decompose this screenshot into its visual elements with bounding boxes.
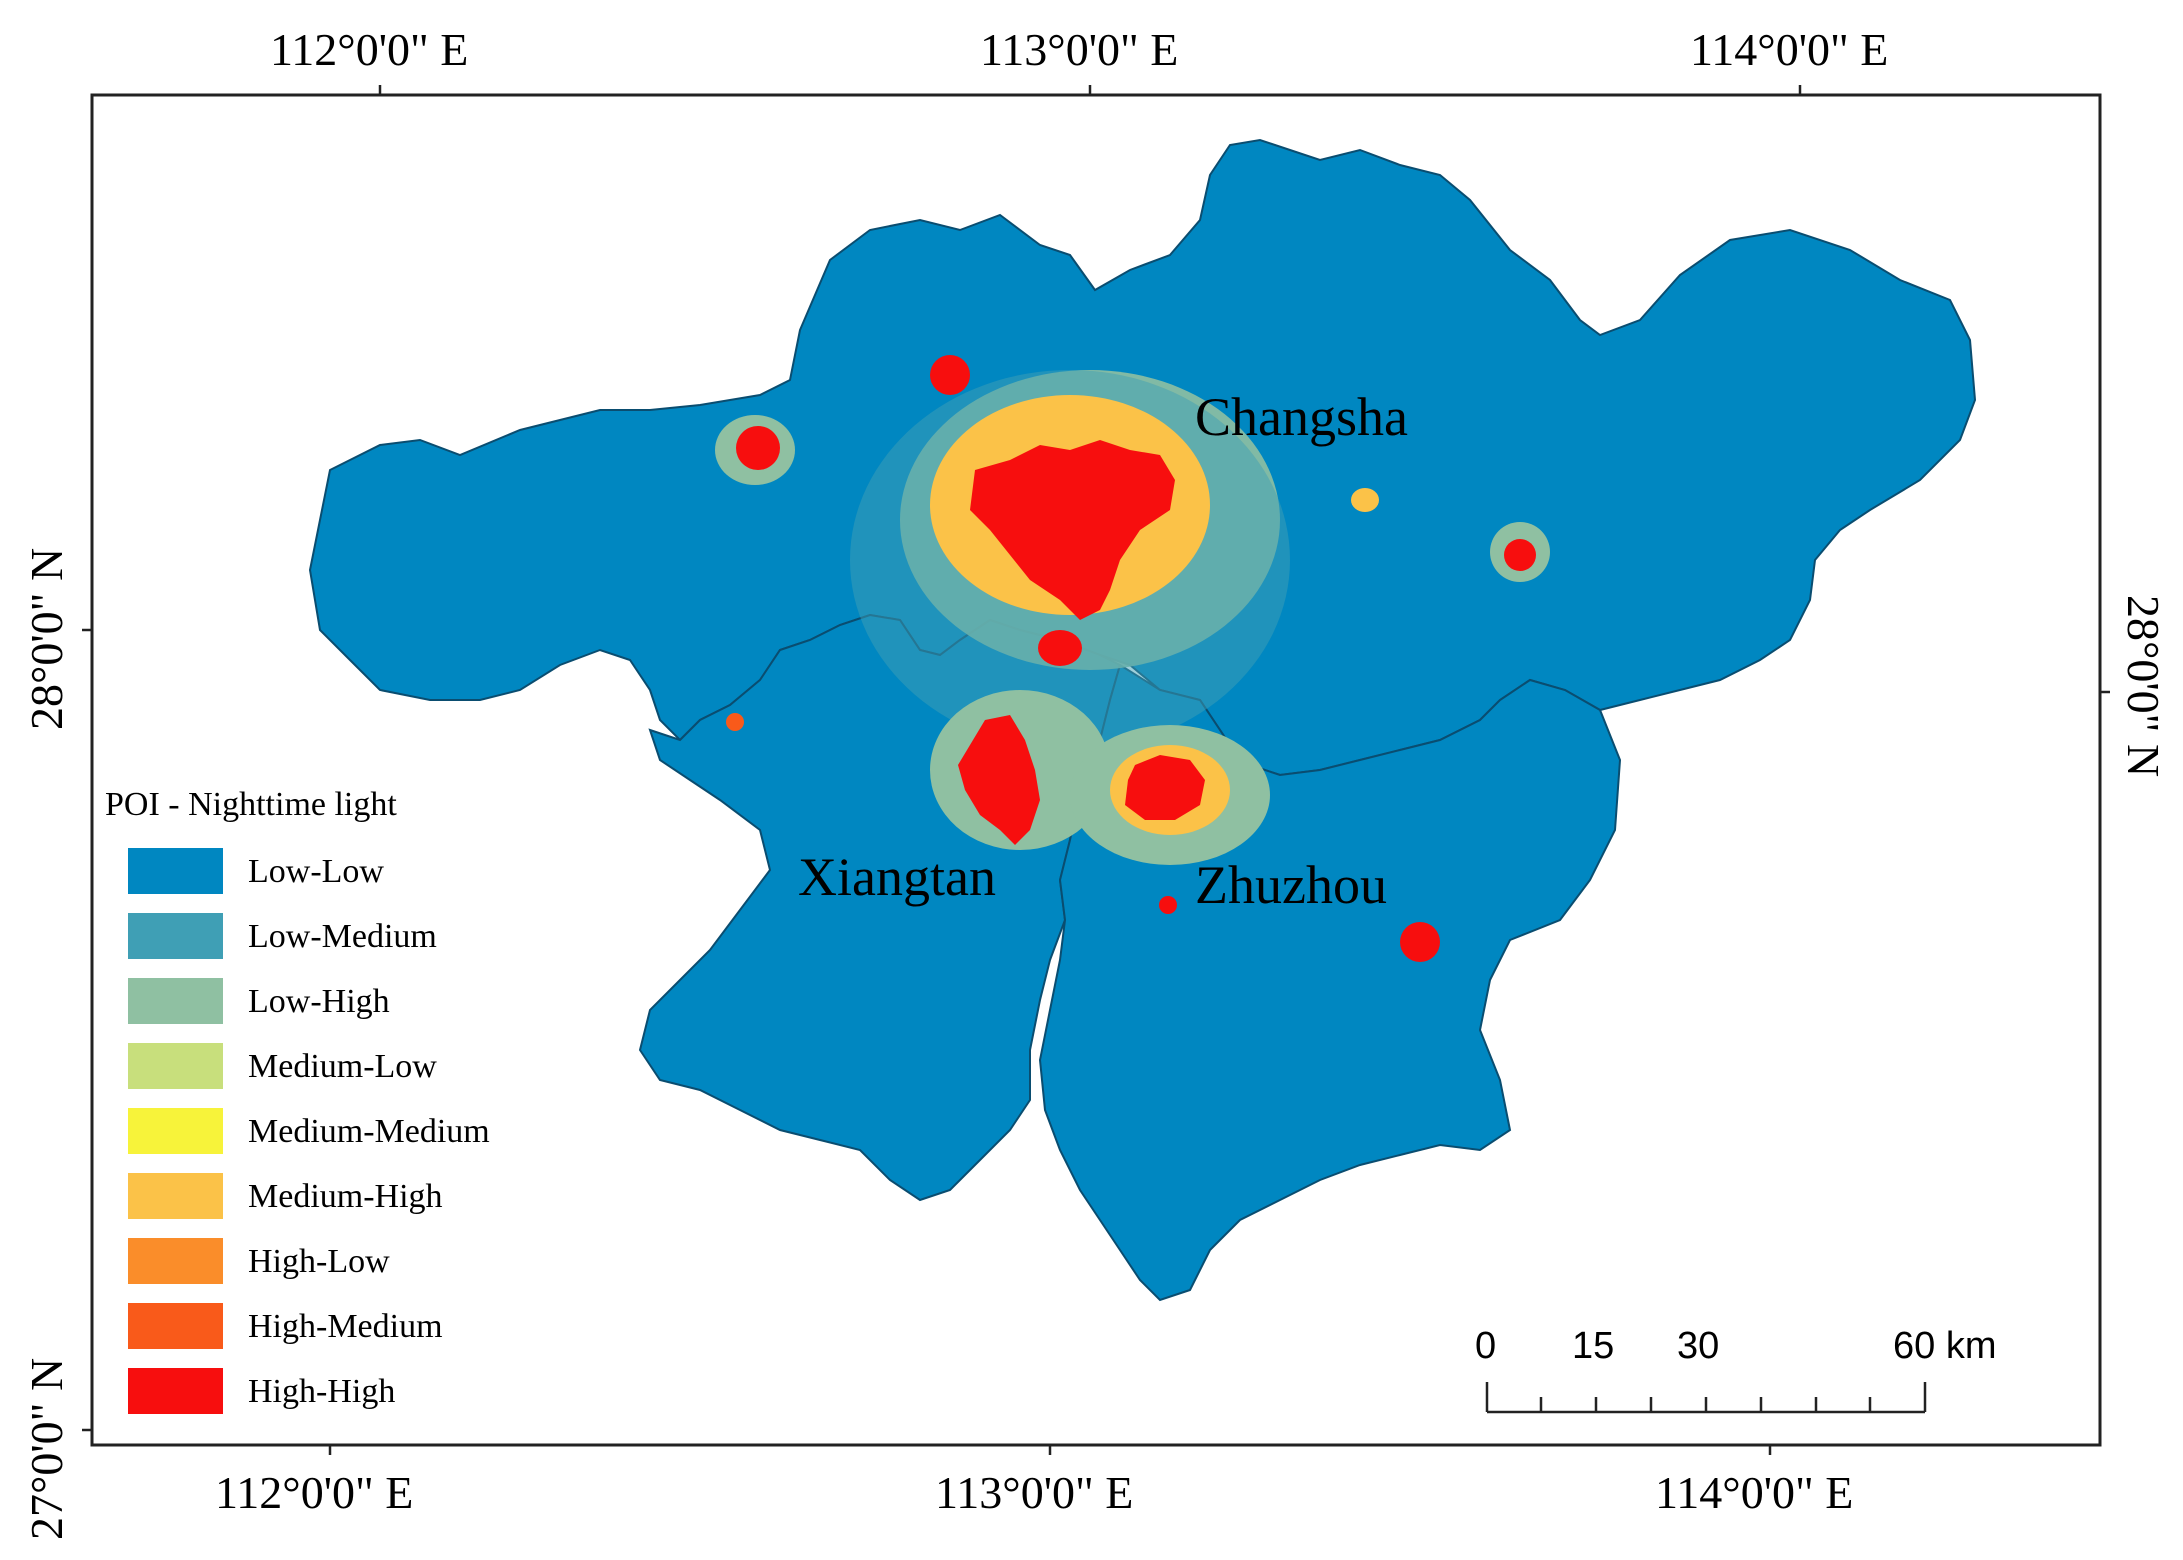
- top-axis-label-3: 114°0'0" E: [1690, 24, 1888, 75]
- right-axis-label-1: 28°0'0" N: [2118, 595, 2169, 777]
- city-label-zhuzhou: Zhuzhou: [1195, 855, 1387, 915]
- legend-swatch: [128, 1238, 223, 1284]
- cluster-east-core: [1504, 539, 1536, 571]
- top-axis-label-1: 112°0'0" E: [270, 24, 468, 75]
- legend-label: Medium-Low: [248, 1048, 437, 1085]
- scale-label-60-km: 60 km: [1893, 1325, 1996, 1367]
- cluster-xiangtan-core: [958, 715, 1040, 845]
- city-label-changsha: Changsha: [1195, 387, 1408, 447]
- legend-label: Medium-Medium: [248, 1113, 490, 1150]
- legend-label: High-Medium: [248, 1308, 443, 1345]
- legend-swatch: [128, 1303, 223, 1349]
- legend-item: Low-Medium: [128, 913, 437, 959]
- legend-items: Low-Low Low-Medium Low-High Medium-Low Mediu…: [128, 848, 490, 1414]
- legend-label: Low-Low: [248, 853, 384, 890]
- scale-label-0: 0: [1475, 1325, 1496, 1367]
- legend-swatch: [128, 1368, 223, 1414]
- legend-swatch: [128, 1173, 223, 1219]
- cluster-west-small: [726, 713, 744, 731]
- legend-swatch: [128, 1108, 223, 1154]
- legend-swatch: [128, 1043, 223, 1089]
- left-axis-label-2: 27°0'0" N: [21, 1358, 72, 1540]
- legend-title: POI - Nighttime light: [105, 786, 397, 823]
- legend-item: Medium-High: [128, 1173, 443, 1219]
- legend-label: Low-Medium: [248, 918, 437, 955]
- axis-ticks: [82, 85, 2110, 1455]
- cluster-zhuzhou-core: [1125, 755, 1205, 820]
- cluster-southeast: [1400, 922, 1440, 962]
- scale-label-30: 30: [1677, 1325, 1719, 1367]
- legend-item: Medium-Medium: [128, 1108, 490, 1154]
- cluster-changsha-north: [930, 355, 970, 395]
- cluster-east-small: [1351, 488, 1379, 512]
- legend-item: High-Medium: [128, 1303, 443, 1349]
- legend-item: Low-High: [128, 978, 390, 1024]
- legend-label: Low-High: [248, 983, 390, 1020]
- cluster-changsha-south: [1038, 630, 1082, 666]
- bottom-axis-label-3: 114°0'0" E: [1655, 1467, 1853, 1518]
- cluster-south-small: [1159, 896, 1177, 914]
- legend-label: High-Low: [248, 1243, 390, 1280]
- legend-item: Low-Low: [128, 848, 384, 894]
- scale-bar: 0 15 30 60 km: [1475, 1325, 1996, 1414]
- light-clusters: [715, 355, 1550, 962]
- scale-label-15: 15: [1572, 1325, 1614, 1367]
- legend-swatch: [128, 913, 223, 959]
- legend: POI - Nighttime light Low-LowLow-MediumL…: [105, 786, 490, 1414]
- city-label-xiangtan: Xiangtan: [798, 847, 996, 907]
- cluster-changsha-core: [970, 440, 1175, 620]
- legend-swatch: [128, 978, 223, 1024]
- legend-item: Medium-Low: [128, 1043, 437, 1089]
- bottom-axis-label-2: 113°0'0" E: [935, 1467, 1133, 1518]
- legend-swatch: [128, 848, 223, 894]
- cluster-changsha-west-core: [736, 426, 780, 470]
- top-axis-label-2: 113°0'0" E: [980, 24, 1178, 75]
- legend-item: High-Low: [128, 1238, 390, 1284]
- left-axis-label-1: 28°0'0" N: [21, 548, 72, 730]
- bottom-axis-label-1: 112°0'0" E: [215, 1467, 413, 1518]
- legend-label: High-High: [248, 1373, 395, 1410]
- legend-item: High-High: [128, 1368, 395, 1414]
- legend-label: Medium-High: [248, 1178, 443, 1215]
